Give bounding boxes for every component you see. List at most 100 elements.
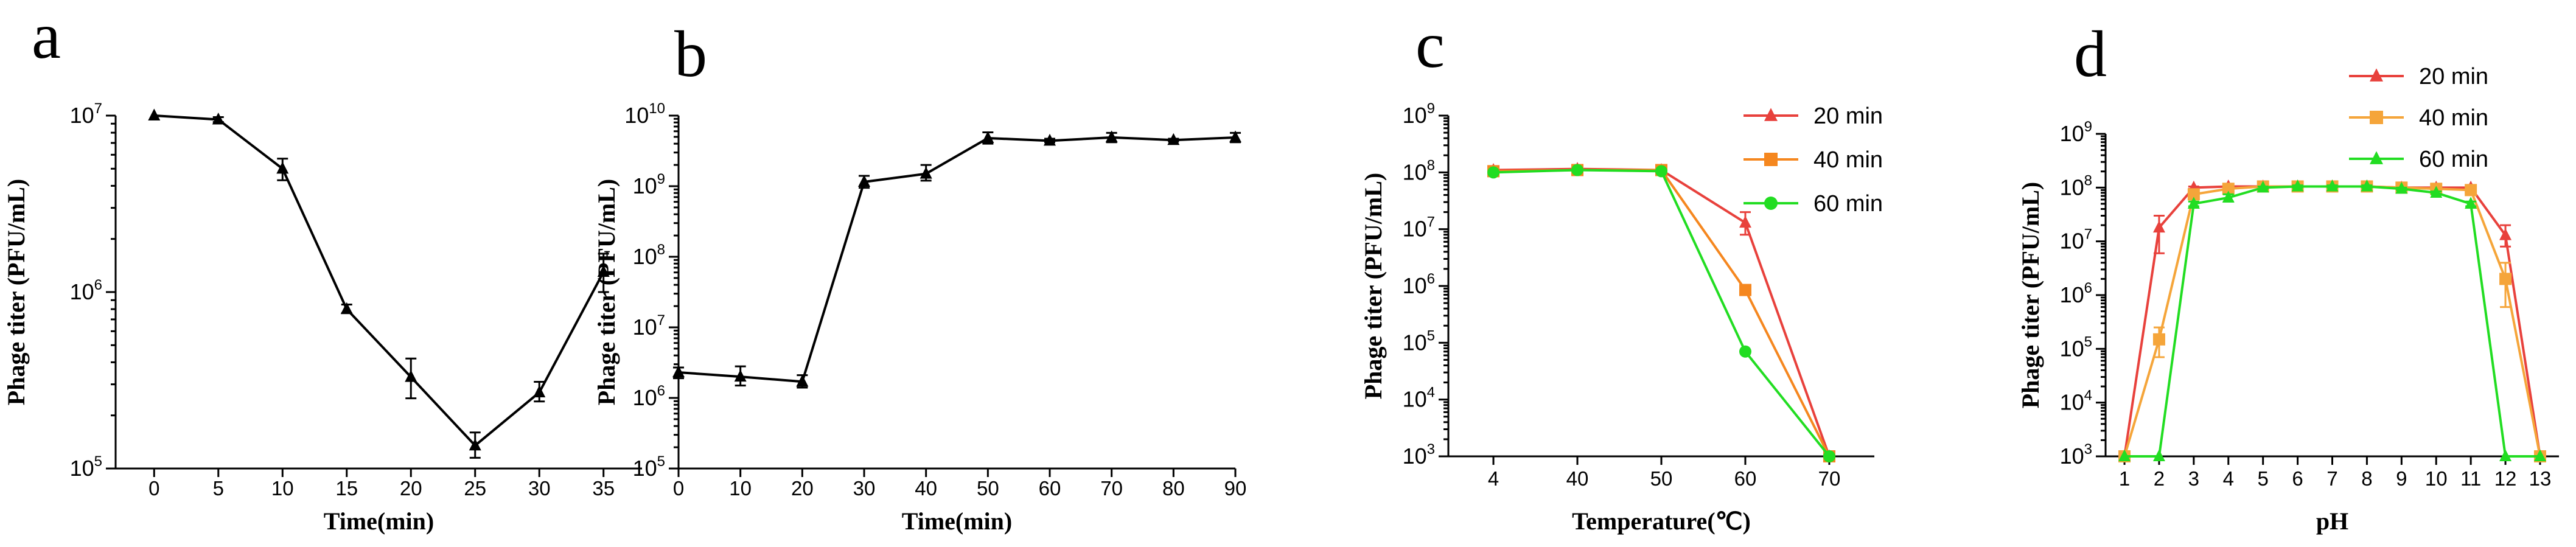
x-tick-label: 25 bbox=[464, 477, 486, 500]
data-point bbox=[2118, 449, 2131, 462]
series-line-1 bbox=[2123, 185, 2541, 457]
y-tick-label: 103 bbox=[2060, 441, 2092, 469]
y-tick-label: 108 bbox=[2060, 172, 2092, 200]
x-axis-label: Time(min) bbox=[324, 507, 434, 535]
x-tick-label: 40 bbox=[1566, 467, 1589, 490]
data-point bbox=[469, 438, 481, 451]
data-point bbox=[1105, 130, 1118, 142]
y-tick-label: 104 bbox=[1403, 385, 1435, 412]
data-point bbox=[533, 385, 546, 397]
data-point bbox=[2152, 220, 2165, 233]
data-point bbox=[1739, 284, 1751, 296]
y-tick-label: 107 bbox=[633, 312, 665, 340]
y-tick-label: 107 bbox=[70, 100, 102, 128]
x-tick-label: 5 bbox=[2258, 467, 2269, 490]
data-point bbox=[276, 161, 289, 174]
legend-marker bbox=[1764, 153, 1778, 166]
data-point bbox=[2291, 179, 2304, 192]
y-tick-exponent: 3 bbox=[2084, 441, 2092, 458]
x-axis-label: pH bbox=[2316, 507, 2348, 535]
y-tick-exponent: 6 bbox=[657, 383, 665, 399]
y-tick-label: 103 bbox=[1403, 441, 1435, 469]
x-tick-label: 6 bbox=[2292, 467, 2303, 490]
y-tick-label: 105 bbox=[1403, 327, 1435, 355]
y-tick-label: 105 bbox=[633, 453, 665, 481]
y-tick-exponent: 6 bbox=[1427, 271, 1435, 287]
x-tick-label: 10 bbox=[271, 477, 294, 500]
data-point bbox=[1571, 164, 1584, 176]
chart-a: 105 106 107 0 5 10 15 20 25 30 35 Time(min) Phage ti… bbox=[2, 100, 642, 535]
y-tick-exponent: 4 bbox=[1427, 385, 1435, 401]
x-tick-label: 70 bbox=[1100, 477, 1123, 500]
data-point bbox=[340, 302, 353, 315]
x-tick-label: 8 bbox=[2361, 467, 2372, 490]
y-tick-exponent: 4 bbox=[2084, 388, 2092, 404]
legend-marker bbox=[2370, 111, 2383, 124]
x-tick-label: 30 bbox=[853, 477, 876, 500]
x-tick-label: 50 bbox=[977, 477, 999, 500]
y-tick-label: 105 bbox=[70, 453, 102, 481]
chart-c: 103 104 105 106 107 108 109 4 40 50 60 70 Temperatur… bbox=[1360, 100, 1883, 535]
x-tick-label: 13 bbox=[2529, 467, 2552, 490]
x-tick-label: 0 bbox=[673, 477, 684, 500]
panel-letter-d: d bbox=[2074, 18, 2107, 91]
data-point bbox=[858, 175, 870, 187]
legend-label: 20 min bbox=[2419, 64, 2488, 89]
y-tick-exponent: 5 bbox=[94, 453, 102, 470]
data-point bbox=[2499, 273, 2512, 285]
y-tick-exponent: 10 bbox=[649, 100, 665, 117]
data-point bbox=[2222, 190, 2235, 203]
x-tick-label: 12 bbox=[2494, 467, 2517, 490]
y-tick-label: 108 bbox=[1403, 157, 1435, 184]
data-point bbox=[2533, 449, 2546, 462]
y-tick-exponent: 7 bbox=[2084, 226, 2092, 243]
y-tick-exponent: 8 bbox=[2084, 172, 2092, 189]
x-tick-label: 10 bbox=[2425, 467, 2448, 490]
legend-label: 20 min bbox=[1813, 103, 1883, 129]
y-tick-exponent: 7 bbox=[657, 312, 665, 329]
x-tick-label: 20 bbox=[400, 477, 422, 500]
data-point bbox=[1229, 130, 1241, 142]
y-axis-label: Phage titer (PFU/mL) bbox=[1360, 173, 1387, 399]
x-tick-label: 60 bbox=[1734, 467, 1757, 490]
y-tick-label: 109 bbox=[2060, 119, 2092, 146]
data-point bbox=[796, 374, 809, 387]
x-tick-label: 15 bbox=[335, 477, 358, 500]
y-tick-exponent: 6 bbox=[2084, 280, 2092, 296]
x-tick-label: 90 bbox=[1224, 477, 1247, 500]
data-point bbox=[734, 369, 747, 382]
panel-letter-a: a bbox=[32, 0, 61, 72]
y-tick-exponent: 5 bbox=[2084, 333, 2092, 350]
data-point bbox=[2326, 179, 2339, 192]
y-tick-label: 104 bbox=[2060, 388, 2092, 415]
x-tick-label: 40 bbox=[915, 477, 937, 500]
y-tick-exponent: 8 bbox=[1427, 157, 1435, 173]
y-tick-exponent: 8 bbox=[657, 242, 665, 258]
y-tick-label: 105 bbox=[2060, 333, 2092, 361]
panel-letter-c: c bbox=[1415, 9, 1445, 82]
y-tick-exponent: 9 bbox=[2084, 119, 2092, 135]
data-point bbox=[2499, 449, 2512, 462]
legend-marker bbox=[2370, 68, 2383, 82]
x-tick-label: 3 bbox=[2188, 467, 2199, 490]
data-point bbox=[2499, 228, 2512, 240]
data-point bbox=[672, 365, 685, 378]
x-tick-label: 0 bbox=[148, 477, 159, 500]
y-tick-label: 109 bbox=[633, 171, 665, 198]
panel-letter-b: b bbox=[674, 18, 707, 91]
data-point bbox=[2465, 197, 2477, 209]
x-tick-label: 4 bbox=[2223, 467, 2234, 490]
y-tick-exponent: 9 bbox=[1427, 100, 1435, 117]
series-line-0 bbox=[154, 114, 605, 447]
y-tick-label: 106 bbox=[2060, 280, 2092, 307]
data-point bbox=[982, 131, 994, 144]
y-tick-label: 109 bbox=[1403, 100, 1435, 128]
x-tick-label: 70 bbox=[1818, 467, 1841, 490]
y-tick-exponent: 3 bbox=[1427, 441, 1435, 458]
x-tick-label: 20 bbox=[791, 477, 814, 500]
data-point bbox=[1487, 166, 1500, 179]
y-tick-label: 106 bbox=[1403, 271, 1435, 298]
data-point bbox=[212, 112, 225, 125]
